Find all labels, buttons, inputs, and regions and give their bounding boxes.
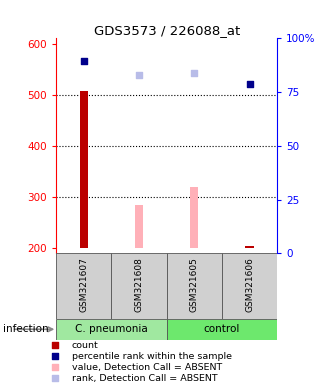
Bar bbox=[135, 205, 143, 248]
Point bbox=[238, 208, 244, 214]
Point bbox=[247, 81, 252, 88]
Bar bbox=[222, 253, 277, 319]
Text: percentile rank within the sample: percentile rank within the sample bbox=[72, 352, 232, 361]
Title: GDS3573 / 226088_at: GDS3573 / 226088_at bbox=[93, 24, 240, 37]
Text: rank, Detection Call = ABSENT: rank, Detection Call = ABSENT bbox=[72, 374, 217, 383]
Point bbox=[238, 108, 244, 114]
Point bbox=[81, 58, 86, 65]
Point bbox=[192, 70, 197, 76]
Text: control: control bbox=[204, 324, 240, 334]
Bar bbox=[80, 91, 88, 248]
Bar bbox=[56, 319, 167, 340]
Text: infection: infection bbox=[3, 324, 49, 334]
Text: count: count bbox=[72, 341, 99, 350]
Text: C. pneumonia: C. pneumonia bbox=[75, 324, 148, 334]
Bar bbox=[167, 319, 277, 340]
Bar bbox=[246, 246, 254, 248]
Bar bbox=[190, 187, 198, 248]
Bar bbox=[167, 253, 222, 319]
Text: value, Detection Call = ABSENT: value, Detection Call = ABSENT bbox=[72, 363, 222, 372]
Point bbox=[238, 8, 244, 14]
Text: GSM321605: GSM321605 bbox=[190, 257, 199, 312]
Bar bbox=[56, 253, 112, 319]
Text: GSM321606: GSM321606 bbox=[245, 257, 254, 312]
Text: GSM321607: GSM321607 bbox=[79, 257, 88, 312]
Bar bbox=[112, 253, 167, 319]
Text: GSM321608: GSM321608 bbox=[135, 257, 144, 312]
Point bbox=[136, 72, 142, 78]
Point bbox=[238, 309, 244, 315]
